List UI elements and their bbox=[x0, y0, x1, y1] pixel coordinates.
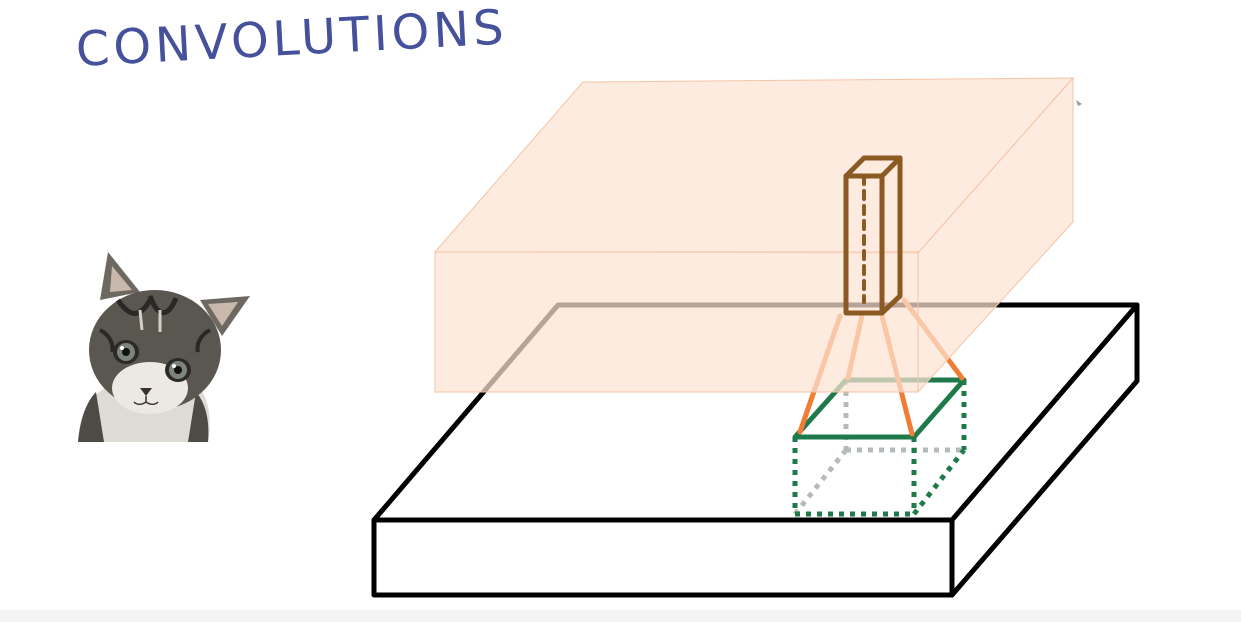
cursor-icon bbox=[1076, 100, 1082, 106]
receptive-field-patch bbox=[792, 377, 967, 517]
output-column bbox=[843, 155, 903, 316]
output-volume bbox=[433, 76, 1075, 394]
patch-hidden-edges bbox=[793, 380, 964, 516]
bottom-strip bbox=[0, 610, 1241, 622]
kitten-image bbox=[78, 252, 250, 442]
